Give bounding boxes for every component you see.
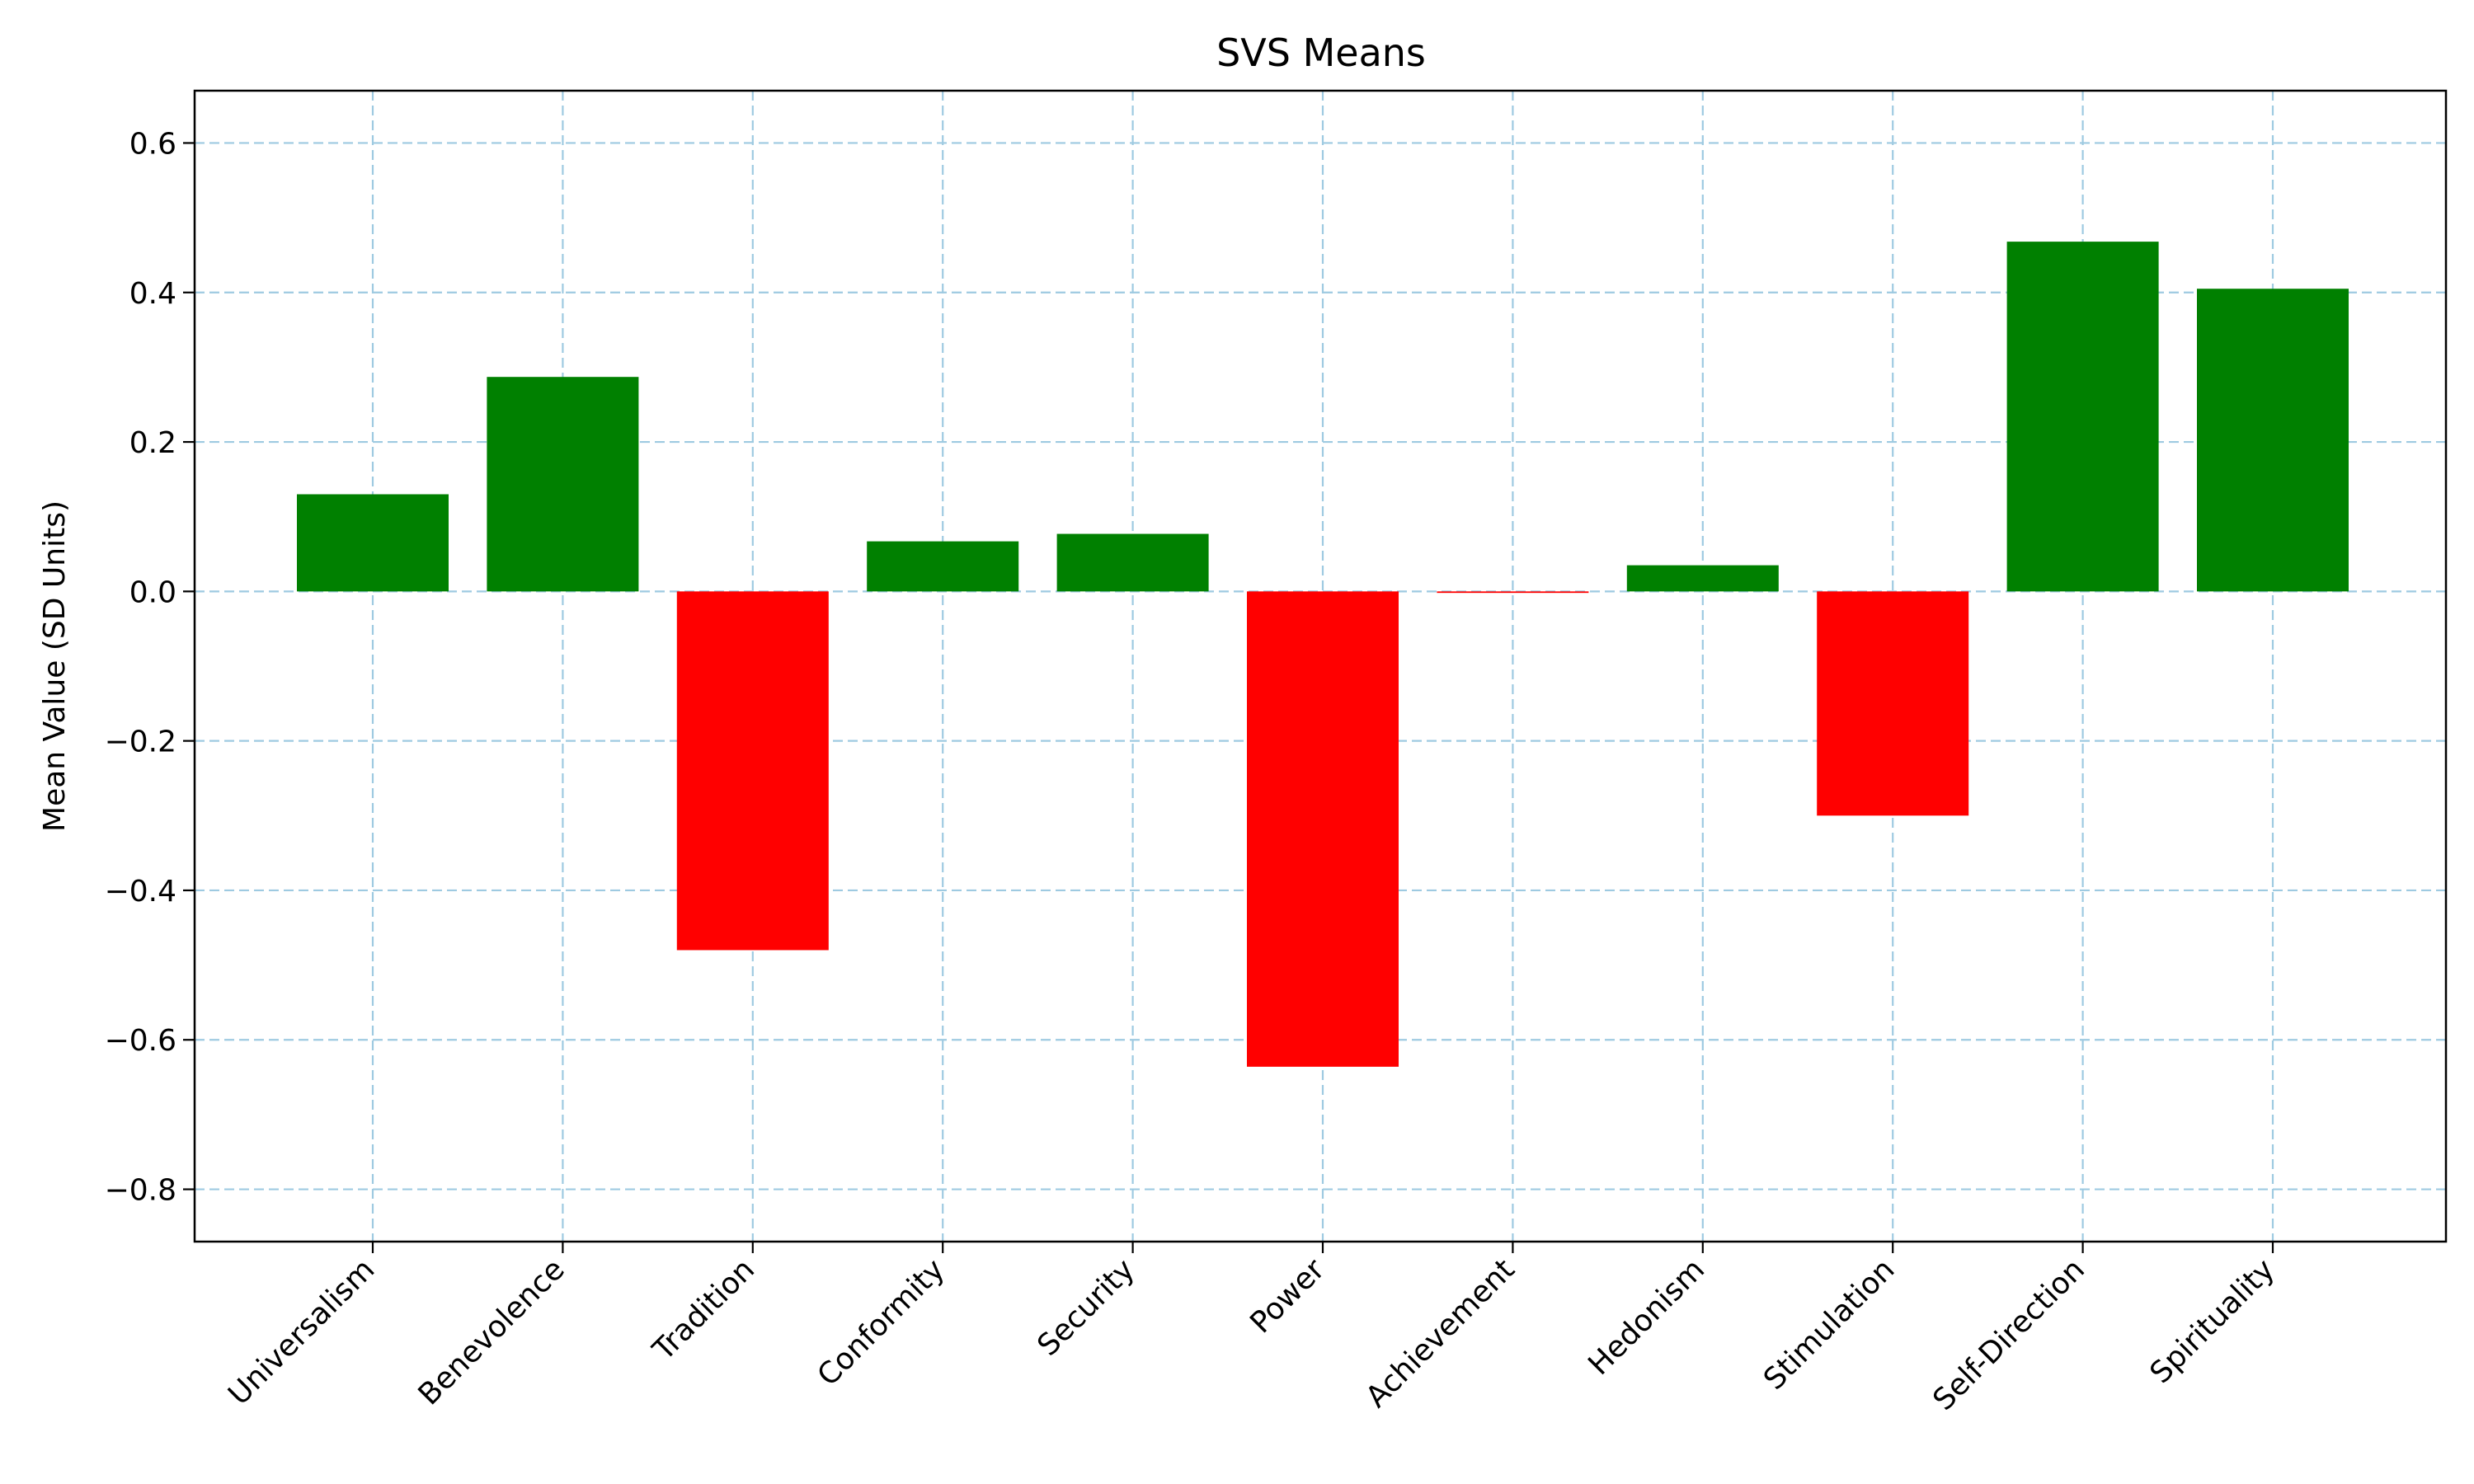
y-tick-label: −0.6 [105, 1024, 176, 1058]
y-axis-label: Mean Value (SD Units) [38, 500, 72, 832]
bar-spirituality [2197, 289, 2349, 592]
bar-benevolence [487, 377, 639, 592]
bar-hedonism [1626, 565, 1779, 592]
y-tick-label: 0.4 [129, 277, 176, 311]
bar-achievement [1437, 591, 1589, 594]
chart-title: SVS Means [1216, 31, 1426, 75]
bar-conformity [867, 541, 1019, 592]
y-tick-label: 0.0 [129, 575, 176, 609]
y-axis-ticks: −0.8 −0.6 −0.4 −0.2 0.0 0.2 0.4 0.6 [105, 127, 195, 1208]
bar-universalism [297, 494, 449, 592]
y-tick-label: 0.6 [129, 127, 176, 161]
bar-tradition [676, 591, 829, 951]
y-tick-label: −0.8 [105, 1174, 176, 1208]
y-tick-label: 0.2 [129, 426, 176, 460]
y-tick-label: −0.2 [105, 726, 176, 759]
bar-security [1056, 533, 1209, 592]
bar-power [1247, 591, 1399, 1067]
bar-stimulation [1817, 591, 1969, 816]
y-tick-label: −0.4 [105, 875, 176, 909]
bars-group [297, 242, 2349, 1067]
bar-self-direction [2006, 242, 2159, 592]
plot-frame [193, 89, 2448, 1243]
